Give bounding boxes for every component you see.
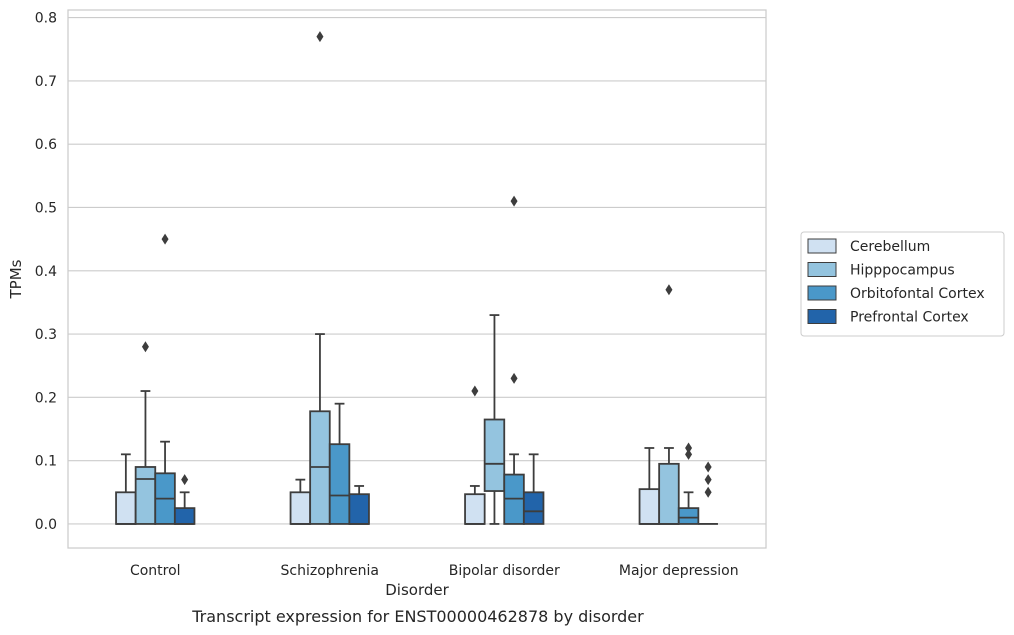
outlier-point: [685, 448, 693, 460]
chart-caption: Transcript expression for ENST0000046287…: [191, 607, 644, 626]
box-iqr: [173, 507, 196, 525]
box-iqr: [328, 443, 351, 525]
x-tick-label: Bipolar disorder: [449, 563, 560, 579]
box-prefrontal-cortex: [348, 485, 370, 525]
box-hipppocampus: [658, 284, 680, 525]
legend-entry-label: Cerebellum: [850, 239, 930, 255]
box-iqr: [464, 493, 486, 525]
legend: Cerebellum Hipppocampus Orbitofontal Corte…: [800, 231, 1005, 337]
box-iqr: [483, 418, 506, 492]
outlier-point: [510, 372, 518, 384]
outlier-point: [181, 474, 189, 486]
box-orbitofontal-cortex: [677, 442, 700, 525]
x-tick-label: Major depression: [619, 563, 739, 579]
outlier-point: [471, 385, 479, 397]
legend-entry-label: Orbitofontal Cortex: [850, 286, 985, 302]
y-axis-label: TPMs: [7, 259, 25, 299]
box-iqr: [522, 491, 545, 525]
legend-swatch: [807, 238, 837, 254]
grid-lines: [68, 17, 766, 525]
outlier-point: [141, 341, 149, 353]
box-iqr: [677, 507, 700, 525]
plot-area-frame: [67, 9, 767, 549]
y-tick-label: 0.2: [35, 390, 57, 406]
legend-entry-label: Prefrontal Cortex: [850, 310, 969, 326]
outlier-point: [665, 284, 673, 296]
y-tick-label: 0.3: [35, 327, 57, 343]
outlier-point: [316, 31, 324, 43]
outlier-point: [685, 442, 693, 454]
x-axis-label: Disorder: [385, 581, 449, 599]
x-tick-label: Control: [130, 563, 181, 579]
y-tick-label: 0.5: [35, 200, 57, 216]
outlier-point: [704, 474, 712, 486]
box-iqr: [658, 462, 680, 525]
y-tick-label: 0.6: [35, 137, 57, 153]
legend-swatch: [807, 262, 837, 277]
box-orbitofontal-cortex: [154, 233, 176, 525]
outlier-point: [704, 461, 712, 473]
y-tick-labels: 0.0 0.1 0.2 0.3 0.4 0.5 0.6 0.7 0.8: [35, 11, 57, 533]
box-iqr: [134, 466, 157, 525]
legend-frame: [800, 231, 1005, 337]
box-orbitofontal-cortex: [503, 195, 525, 525]
legend-swatch: [807, 309, 837, 324]
outlier-point: [510, 195, 518, 207]
box-prefrontal-cortex: [173, 474, 196, 525]
y-tick-label: 0.1: [35, 454, 57, 470]
box-iqr: [638, 488, 661, 525]
outlier-point: [161, 233, 169, 245]
box-hipppocampus: [134, 341, 157, 525]
box-iqr: [115, 491, 137, 525]
legend-swatch: [807, 285, 837, 301]
y-tick-label: 0.4: [35, 264, 57, 280]
box-hipppocampus: [483, 314, 506, 525]
box-prefrontal-cortex: [522, 453, 545, 525]
box-plot-marks: [115, 31, 718, 525]
box-orbitofontal-cortex: [328, 402, 351, 525]
box-cerebellum: [115, 453, 137, 525]
x-tick-labels: Control Schizophrenia Bipolar disorder Majo…: [130, 563, 739, 579]
box-prefrontal-cortex: [698, 461, 718, 525]
y-tick-label: 0.0: [35, 517, 57, 533]
x-tick-label: Schizophrenia: [281, 563, 379, 579]
y-tick-label: 0.8: [35, 11, 57, 27]
box-iqr: [289, 491, 312, 525]
box-cerebellum: [289, 478, 312, 525]
box-hipppocampus: [309, 31, 331, 525]
y-tick-label: 0.7: [35, 74, 57, 90]
legend-entry-label: Hipppocampus: [850, 263, 955, 279]
box-cerebellum: [638, 447, 661, 525]
box-cerebellum: [464, 385, 486, 525]
outlier-point: [704, 486, 712, 498]
box-iqr: [348, 493, 370, 525]
